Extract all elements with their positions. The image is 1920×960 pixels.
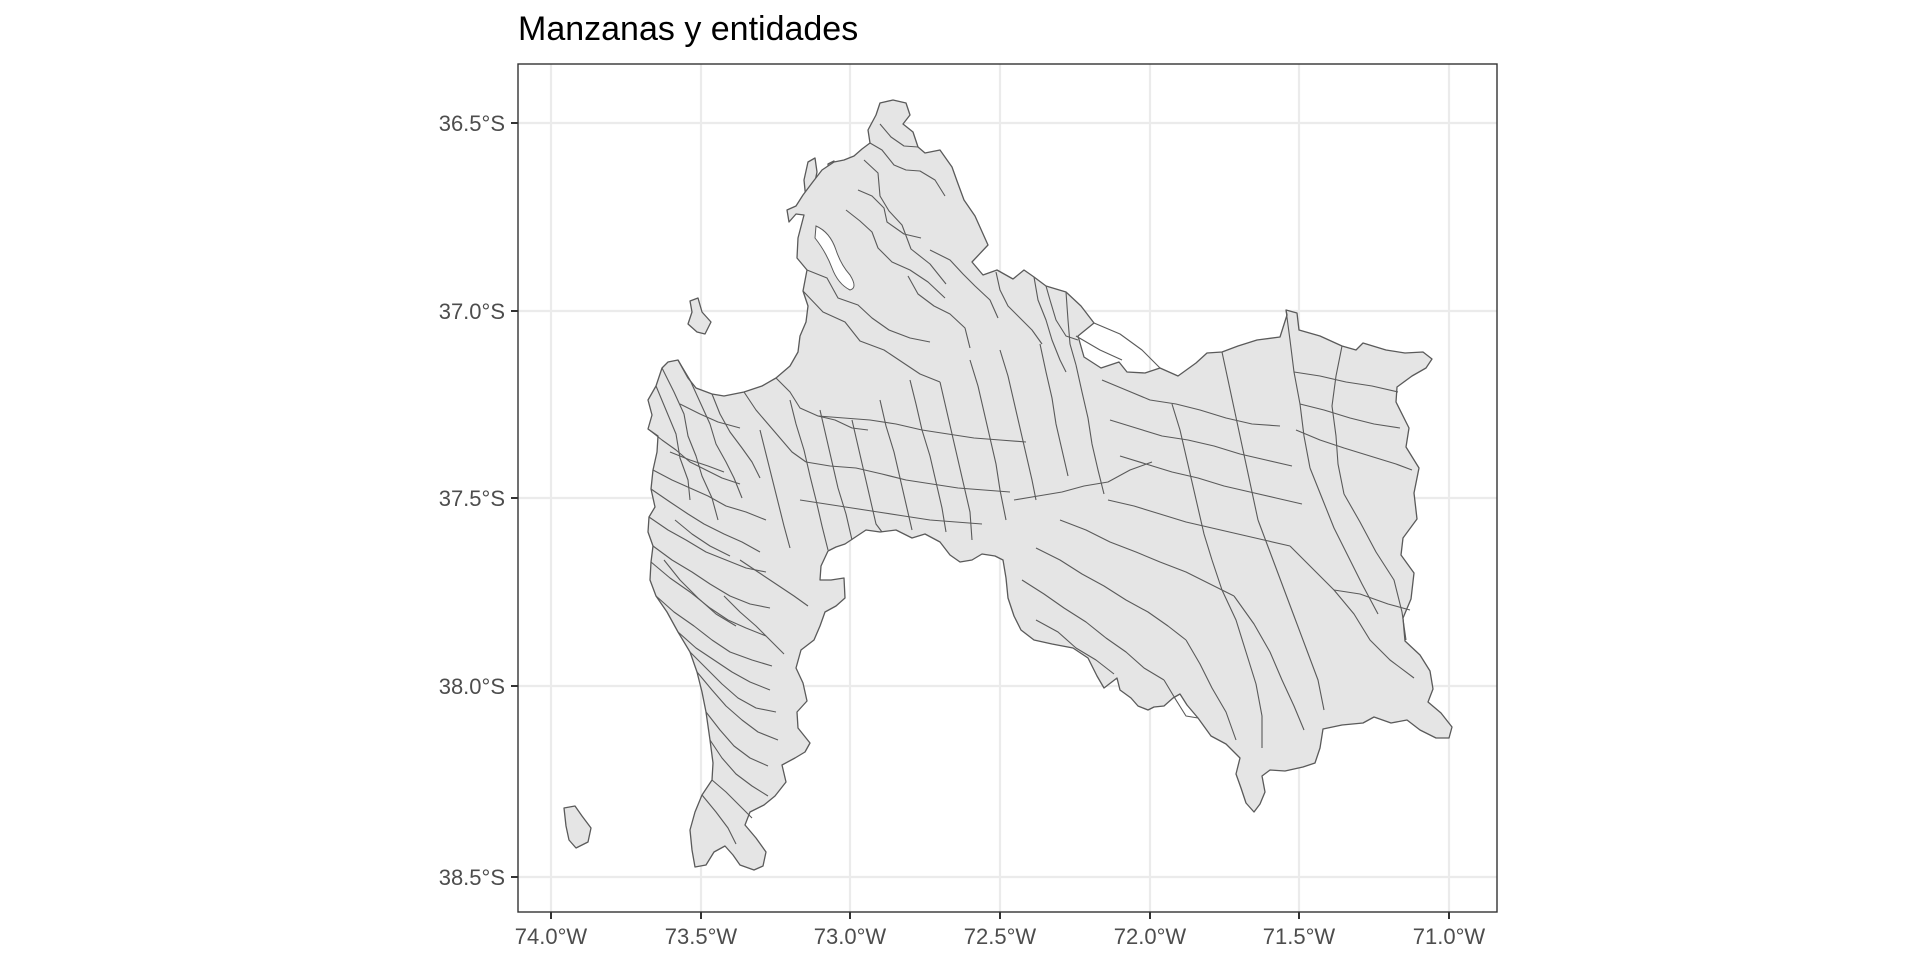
x-axis: 74.0°W 73.5°W 73.0°W 72.5°W 72.0°W 71.5°… xyxy=(515,912,1486,949)
y-tick-label: 37.0°S xyxy=(439,299,505,324)
x-tick-label: 72.0°W xyxy=(1114,924,1187,949)
region-isla-mocha xyxy=(563,805,592,849)
x-tick-label: 71.0°W xyxy=(1413,924,1486,949)
river-biobio xyxy=(814,225,855,291)
plot-title: Manzanas y entidades xyxy=(518,10,858,48)
panel-border xyxy=(517,63,1498,913)
y-tick-label: 36.5°S xyxy=(439,111,505,136)
y-tick-label: 37.5°S xyxy=(439,486,505,511)
x-tick-label: 73.5°W xyxy=(665,924,738,949)
y-tick-label: 38.0°S xyxy=(439,674,505,699)
internal-boundaries xyxy=(647,123,1415,845)
y-tick-label: 38.5°S xyxy=(439,865,505,890)
x-tick-label: 71.5°W xyxy=(1263,924,1336,949)
x-tick-label: 72.5°W xyxy=(964,924,1037,949)
x-tick-label: 74.0°W xyxy=(515,924,588,949)
map-regions xyxy=(563,99,1453,871)
y-axis: 36.5°S 37.0°S 37.5°S 38.0°S 38.5°S xyxy=(439,111,518,890)
region-isla-santa-maria xyxy=(687,297,712,335)
region-mainland xyxy=(647,99,1453,871)
x-tick-label: 73.0°W xyxy=(814,924,887,949)
